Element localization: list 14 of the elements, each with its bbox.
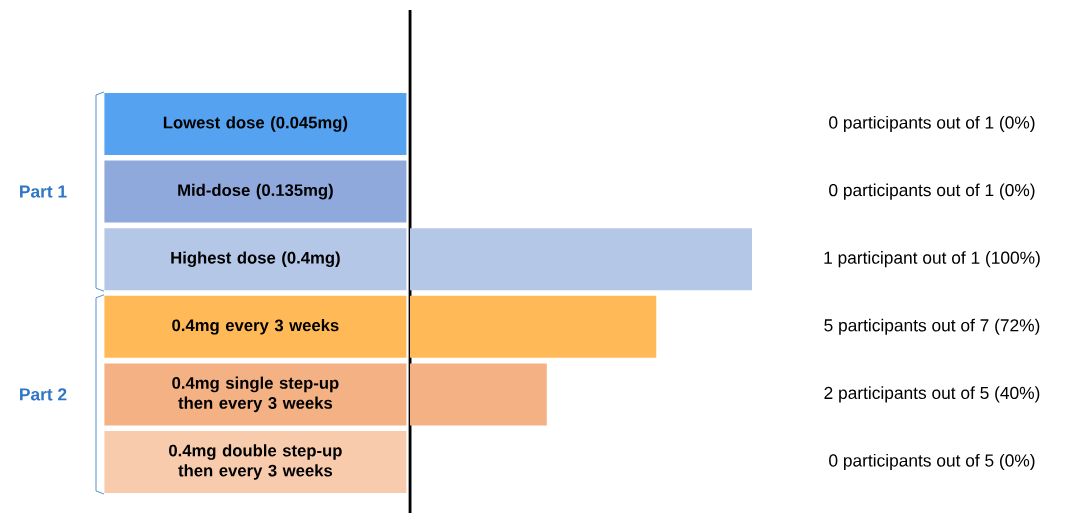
text: Part 2 [20,388,67,401]
y-tick-label: Lowest dose (0.045mg) [163,116,348,132]
data-label: 5 participants out of 7 (72%) [824,318,1040,335]
y-tick-label: Highest dose (0.4mg) [171,251,340,267]
text: Part 1 [20,185,67,198]
data-label: 0 participants out of 5 (0%) [829,453,1035,471]
y-tick-label: 0.4mg double step-up then every 3 weeks [169,444,342,480]
data-label: 2 participants out of 5 (40%) [824,386,1040,403]
data-label: 0 participants out of 1 (0%) [829,115,1035,133]
y-tick-label: Mid-dose (0.135mg) [178,183,333,200]
y-tick-label: 0.4mg every 3 weeks [172,318,339,335]
y-tick-label: 0.4mg single step-up then every 3 weeks [172,376,339,413]
data-label: 1 participant out of 1 (100%) [824,251,1040,268]
data-label: 0 participants out of 1 (0%) [829,183,1035,200]
